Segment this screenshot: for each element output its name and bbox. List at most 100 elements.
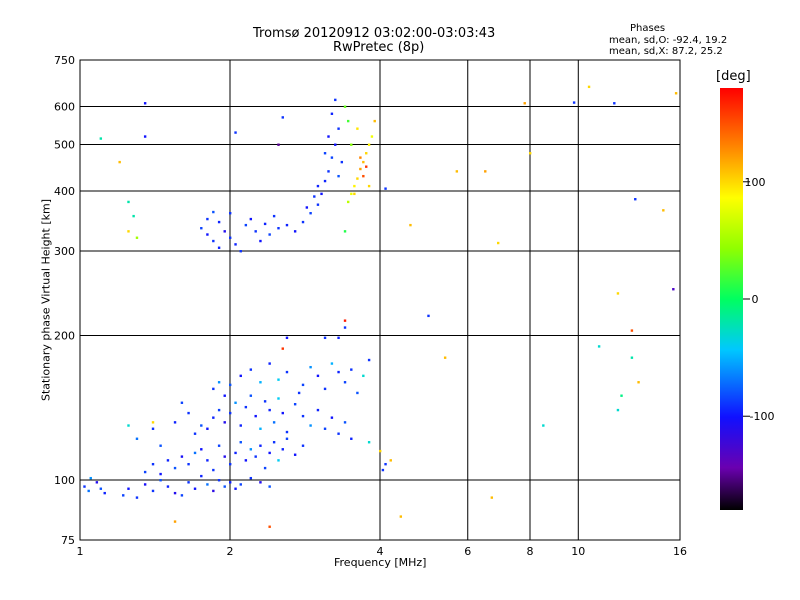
data-point <box>87 489 90 493</box>
data-point <box>496 241 500 245</box>
data-point <box>277 227 280 230</box>
phase-stats-heading: Phases <box>630 23 666 34</box>
data-point <box>340 160 344 164</box>
x-tick-label: 1 <box>77 545 84 558</box>
data-point <box>263 400 267 403</box>
data-point <box>244 405 248 409</box>
data-point <box>313 195 316 198</box>
data-point <box>662 209 665 212</box>
data-point <box>277 143 280 146</box>
data-point <box>200 474 203 478</box>
data-point <box>356 127 359 130</box>
y-tick-label: 600 <box>54 101 75 114</box>
data-point <box>379 449 382 453</box>
data-point <box>173 466 177 470</box>
data-point <box>297 391 301 395</box>
data-point <box>281 448 284 451</box>
data-point <box>343 326 347 329</box>
data-point <box>193 487 197 490</box>
data-point <box>613 102 616 105</box>
data-point <box>166 459 170 462</box>
data-point <box>135 236 139 239</box>
data-point <box>239 250 242 253</box>
data-point <box>229 236 232 239</box>
y-tick-label: 75 <box>61 534 75 547</box>
data-point <box>187 481 190 484</box>
data-point <box>409 223 412 227</box>
data-point <box>320 192 323 196</box>
colorbar-ticks: 100 0 -100 <box>743 176 774 423</box>
data-point <box>159 479 162 482</box>
data-point <box>234 451 237 455</box>
data-point <box>173 421 177 424</box>
data-point <box>529 152 532 155</box>
y-tick-label: 400 <box>54 185 75 198</box>
data-point <box>323 387 327 391</box>
x-tick-label: 16 <box>673 545 687 558</box>
x-tick-label: 2 <box>227 545 234 558</box>
data-point <box>362 160 365 164</box>
colorbar-tick-label: 100 <box>745 176 766 189</box>
data-point <box>229 462 232 466</box>
data-point <box>206 427 209 430</box>
phase-stats-x: mean, sd,X: 87.2, 25.2 <box>609 46 723 57</box>
data-point <box>399 515 403 518</box>
data-point <box>217 220 221 224</box>
data-point <box>309 365 312 369</box>
data-point <box>95 481 99 484</box>
data-point <box>309 212 312 215</box>
data-point <box>334 143 337 146</box>
colorbar-tick-label: 0 <box>752 293 759 306</box>
y-tick-label: 100 <box>54 474 75 487</box>
data-point <box>350 368 353 371</box>
data-point <box>281 411 284 415</box>
x-axis-label: Frequency [MHz] <box>334 556 427 569</box>
data-point <box>212 468 215 472</box>
data-points <box>83 85 678 528</box>
data-point <box>334 98 337 102</box>
data-point <box>337 370 340 374</box>
data-point <box>99 137 103 140</box>
data-point <box>223 230 226 233</box>
data-point <box>212 239 215 243</box>
chart-title: Tromsø 20120912 03:02:00-03:03:43 <box>253 26 496 41</box>
data-point <box>367 143 371 146</box>
data-point <box>180 455 184 458</box>
data-point <box>173 520 177 523</box>
data-point <box>337 336 340 340</box>
data-point <box>206 233 209 236</box>
data-point <box>343 105 347 108</box>
data-point <box>365 152 368 155</box>
data-point <box>285 223 289 227</box>
data-point <box>330 112 334 115</box>
data-point <box>634 198 637 201</box>
data-point <box>249 217 253 221</box>
data-point <box>193 432 197 435</box>
data-point <box>212 416 215 419</box>
data-point <box>151 427 155 430</box>
data-point <box>281 347 284 350</box>
data-point <box>143 102 147 105</box>
data-point <box>249 476 253 480</box>
data-point <box>323 179 327 183</box>
data-point <box>272 441 276 444</box>
grid-lines <box>79 59 681 541</box>
data-point <box>370 135 374 138</box>
data-point <box>362 374 365 378</box>
data-point <box>350 437 353 440</box>
data-point <box>206 483 209 486</box>
data-point <box>89 476 92 480</box>
data-point <box>359 156 362 159</box>
colorbar <box>720 88 743 510</box>
data-point <box>187 462 190 466</box>
data-point <box>254 230 257 233</box>
data-point <box>616 408 620 412</box>
data-point <box>285 437 289 440</box>
data-point <box>523 102 526 105</box>
data-point <box>620 394 623 397</box>
data-point <box>346 119 350 123</box>
data-point <box>285 336 289 340</box>
data-point <box>212 489 215 493</box>
x-tick-labels: 1 2 4 6 8 10 16 <box>77 545 688 558</box>
